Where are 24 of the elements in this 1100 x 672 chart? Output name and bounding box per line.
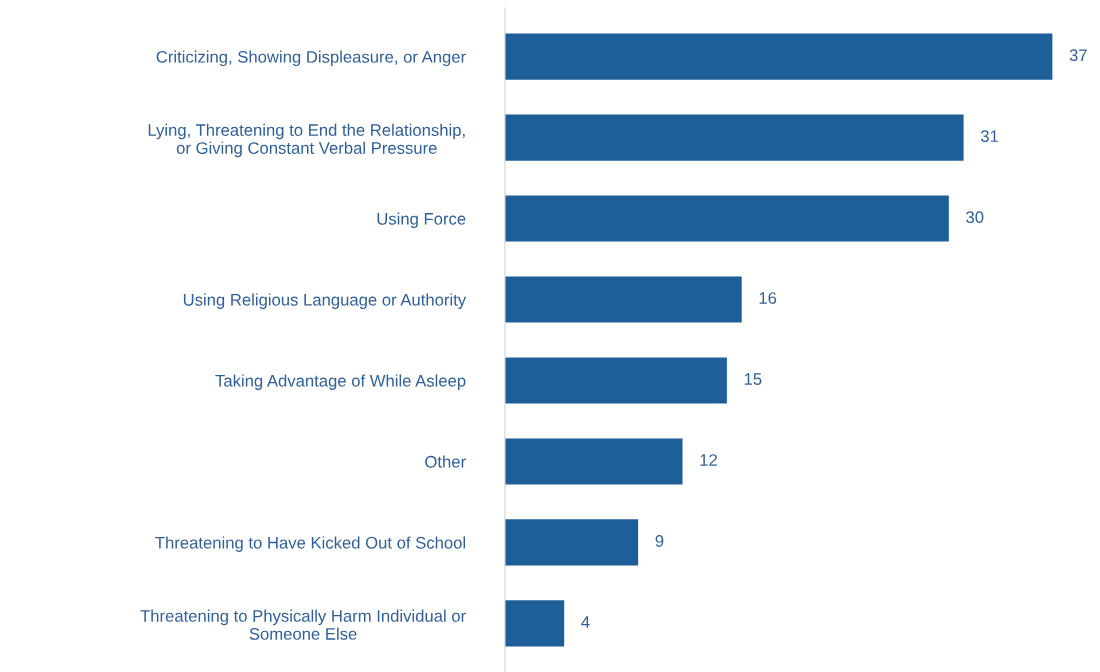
y-tick-label: Using Force xyxy=(377,212,466,229)
data-label: 15 xyxy=(744,373,762,385)
y-tick-label: Threatening to Physically Harm Individual or Someone Else xyxy=(140,609,466,640)
bar xyxy=(505,276,742,323)
y-tick-label: Using Religious Language or Authority xyxy=(183,293,467,310)
data-label: 30 xyxy=(966,211,984,224)
bar xyxy=(505,195,949,242)
bar xyxy=(505,114,964,161)
data-label: 16 xyxy=(759,292,777,304)
bar xyxy=(505,357,727,404)
y-tick-label: Taking Advantage of While Asleep xyxy=(215,374,466,390)
bar xyxy=(505,438,683,485)
y-tick-label: Threatening to Have Kicked Out of School xyxy=(155,536,466,552)
bar xyxy=(505,33,1053,80)
data-label: 4 xyxy=(581,616,590,628)
data-label: 9 xyxy=(655,535,664,547)
bar xyxy=(505,600,565,647)
y-tick-label: Lying, Threatening to End the Relationship, or Giving Constant Verbal Pressure xyxy=(148,123,465,158)
y-tick-label: Criticizing, Showing Displeasure, or Anger xyxy=(156,50,466,67)
data-label: 37 xyxy=(1069,49,1087,62)
data-label: 31 xyxy=(980,130,999,143)
y-tick-label: Other xyxy=(425,455,466,468)
data-label: 12 xyxy=(700,454,717,466)
bar xyxy=(505,519,639,566)
